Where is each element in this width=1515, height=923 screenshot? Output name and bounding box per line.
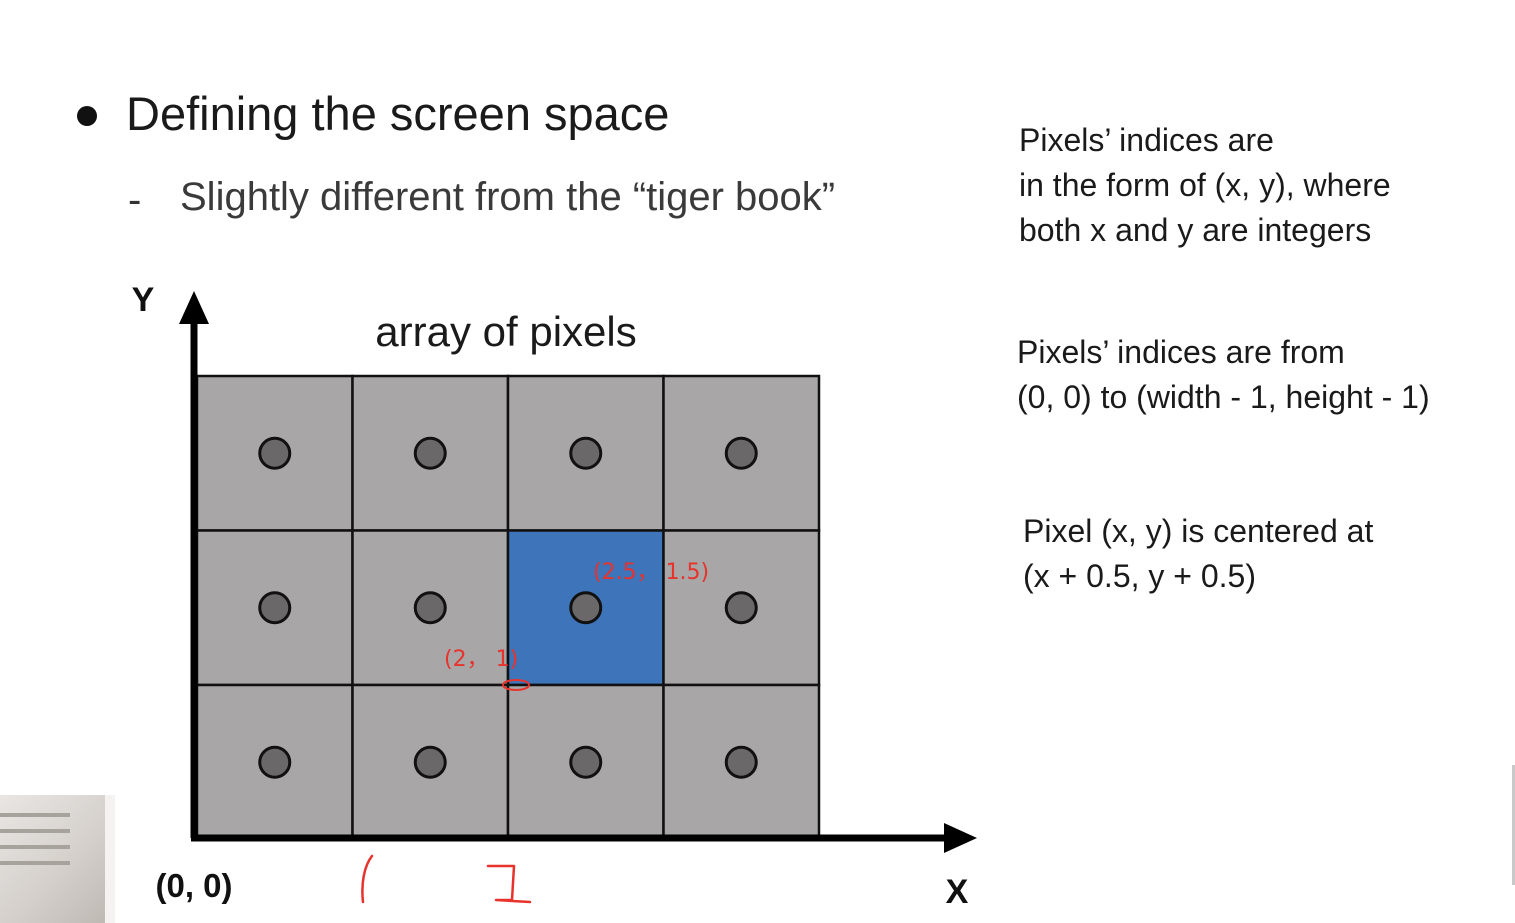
pixel-center-dot [413,436,447,470]
note-line: Pixel (x, y) is centered at [1023,513,1374,549]
y-axis-label: Y [132,281,155,319]
note-line: (0, 0) to (width - 1, height - 1) [1017,379,1430,415]
sub-bullet-dash: - [128,178,142,222]
note-pixel-center: Pixel (x, y) is centered at (x + 0.5, y … [1023,509,1373,599]
pixel-corner-marker [502,679,530,691]
diagram-title: array of pixels [375,308,636,355]
pixel-center-dot [413,745,447,779]
note-integer-indices: Pixels’ indices are in the form of (x, y… [1019,118,1391,253]
x-axis-label: X [946,873,969,911]
pixel-center-dot [724,591,758,625]
pixel-corner-annotation: (2， 1) [444,647,518,672]
pixel-cell-highlighted [506,529,665,687]
scroll-edge [1512,765,1515,885]
tick-1-handwritten [361,854,374,904]
tick-2-handwritten [486,864,532,904]
slide-subheading: Slightly different from the “tiger book” [180,175,836,219]
webcam-thumbnail [0,795,115,923]
pixel-center-dot [724,436,758,470]
note-line: Pixels’ indices are from [1017,334,1345,370]
note-line: (x + 0.5, y + 0.5) [1023,558,1256,594]
pixel-grid [195,374,821,841]
pixel-center-dot [569,745,603,779]
pixel-center-dot [569,436,603,470]
pixel-center-dot [258,745,292,779]
slide-heading: Defining the screen space [126,87,670,140]
y-axis-arrowhead [179,291,209,324]
bullet-dot [77,106,97,126]
note-line: Pixels’ indices are [1019,122,1274,158]
pixel-center-annotation: (2.5， 1.5) [593,560,709,585]
pixel-center-dot [258,436,292,470]
pixel-center-dot [569,591,603,625]
note-index-range: Pixels’ indices are from (0, 0) to (widt… [1017,330,1430,420]
note-line: in the form of (x, y), where [1019,167,1391,203]
pixel-center-dot [258,591,292,625]
x-axis-arrowhead [944,823,977,853]
pixel-center-dot [724,745,758,779]
origin-label: (0, 0) [155,867,232,904]
note-line: both x and y are integers [1019,212,1372,248]
pixel-center-dot [413,591,447,625]
